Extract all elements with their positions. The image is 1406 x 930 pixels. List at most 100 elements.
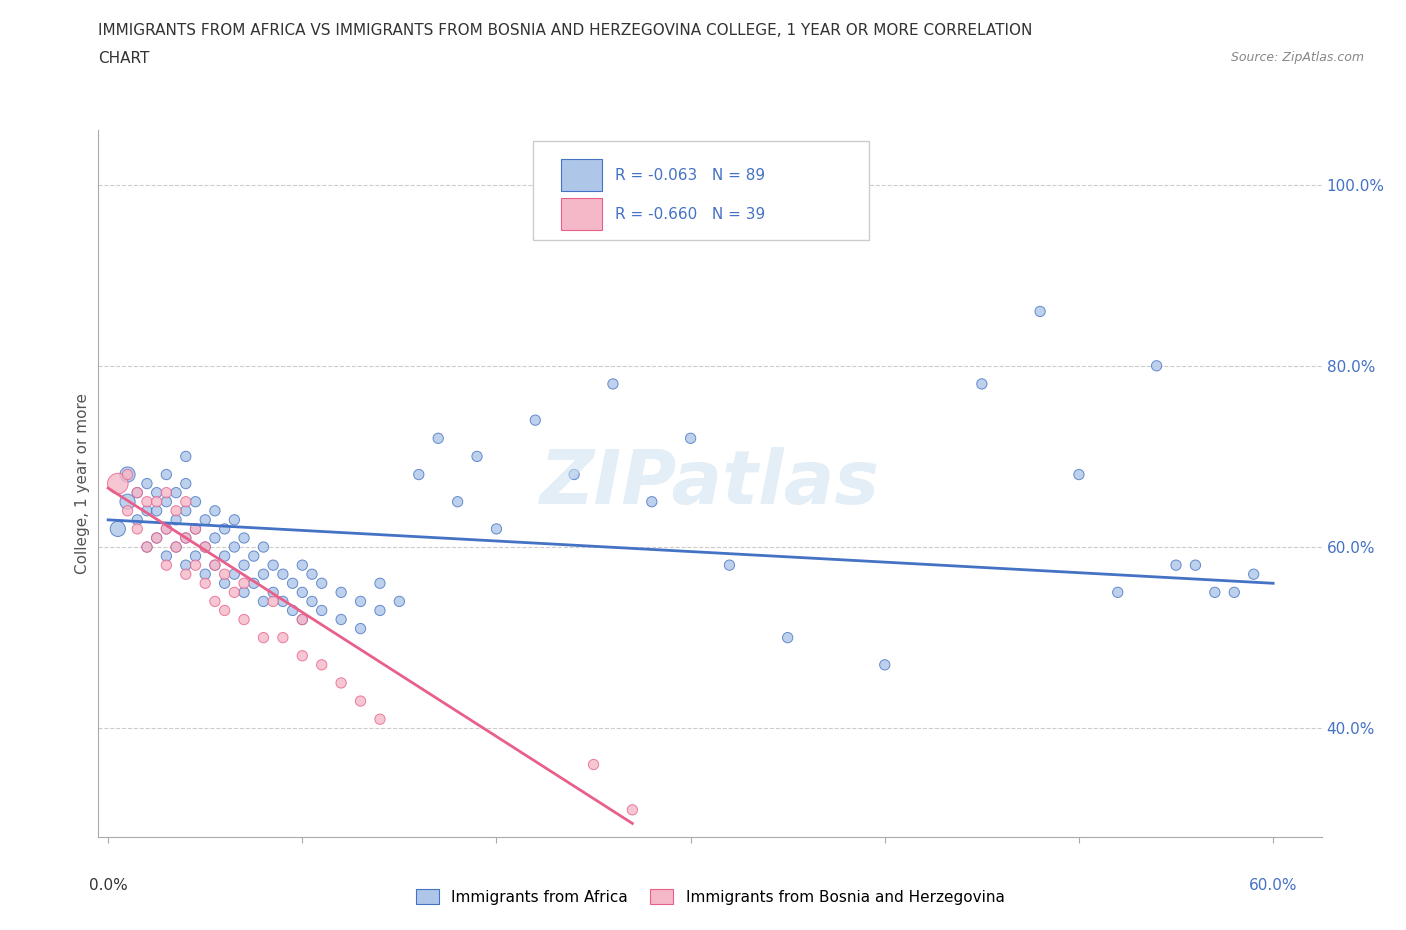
Point: [214, 522, 236, 537]
Point: [204, 558, 226, 573]
Point: [562, 467, 585, 482]
Point: [204, 530, 226, 545]
Point: [311, 603, 333, 618]
Point: [127, 485, 149, 500]
Point: [174, 503, 197, 518]
Text: 0.0%: 0.0%: [89, 878, 128, 893]
Point: [291, 648, 314, 663]
Point: [970, 377, 993, 392]
Point: [155, 522, 177, 537]
Point: [224, 566, 246, 581]
Point: [349, 594, 371, 609]
Point: [145, 530, 167, 545]
Point: [388, 594, 411, 609]
Point: [465, 449, 488, 464]
Point: [165, 539, 187, 554]
Point: [204, 594, 226, 609]
Point: [271, 594, 294, 609]
Point: [242, 549, 264, 564]
FancyBboxPatch shape: [561, 198, 602, 230]
Point: [368, 603, 391, 618]
Point: [233, 530, 256, 545]
FancyBboxPatch shape: [561, 159, 602, 191]
Point: [242, 576, 264, 591]
Point: [155, 558, 177, 573]
Point: [1029, 304, 1052, 319]
Point: [602, 377, 624, 392]
Point: [204, 503, 226, 518]
Point: [136, 476, 159, 491]
Point: [1146, 358, 1168, 373]
Point: [349, 694, 371, 709]
Point: [127, 522, 149, 537]
Point: [1067, 467, 1090, 482]
Text: 60.0%: 60.0%: [1249, 878, 1298, 893]
Point: [155, 494, 177, 509]
Point: [368, 711, 391, 726]
Point: [136, 503, 159, 518]
Point: [301, 594, 323, 609]
Point: [1243, 566, 1265, 581]
Y-axis label: College, 1 year or more: College, 1 year or more: [75, 393, 90, 574]
Point: [184, 522, 207, 537]
Point: [107, 522, 129, 537]
Point: [117, 467, 139, 482]
Text: R = -0.063   N = 89: R = -0.063 N = 89: [614, 167, 765, 182]
Point: [224, 585, 246, 600]
Point: [194, 576, 217, 591]
Point: [873, 658, 896, 672]
Legend: Immigrants from Africa, Immigrants from Bosnia and Herzegovina: Immigrants from Africa, Immigrants from …: [409, 883, 1011, 910]
Point: [427, 431, 450, 445]
Point: [174, 530, 197, 545]
Text: R = -0.660   N = 39: R = -0.660 N = 39: [614, 206, 765, 221]
Text: ZIPatlas: ZIPatlas: [540, 447, 880, 520]
Point: [301, 566, 323, 581]
Point: [145, 494, 167, 509]
Point: [184, 494, 207, 509]
Point: [117, 503, 139, 518]
Point: [155, 522, 177, 537]
Point: [271, 631, 294, 645]
Point: [233, 585, 256, 600]
Point: [204, 558, 226, 573]
Point: [224, 512, 246, 527]
Point: [155, 467, 177, 482]
Point: [408, 467, 430, 482]
Point: [145, 530, 167, 545]
Point: [117, 494, 139, 509]
Point: [174, 494, 197, 509]
Point: [330, 585, 353, 600]
Point: [194, 539, 217, 554]
Point: [165, 512, 187, 527]
Point: [330, 612, 353, 627]
Point: [136, 494, 159, 509]
Text: IMMIGRANTS FROM AFRICA VS IMMIGRANTS FROM BOSNIA AND HERZEGOVINA COLLEGE, 1 YEAR: IMMIGRANTS FROM AFRICA VS IMMIGRANTS FRO…: [98, 23, 1033, 38]
Point: [311, 576, 333, 591]
Point: [776, 631, 799, 645]
Point: [281, 576, 304, 591]
Point: [174, 476, 197, 491]
Point: [145, 503, 167, 518]
Point: [214, 566, 236, 581]
Point: [311, 658, 333, 672]
Point: [214, 576, 236, 591]
Text: Source: ZipAtlas.com: Source: ZipAtlas.com: [1230, 51, 1364, 64]
Point: [252, 539, 274, 554]
Point: [368, 576, 391, 591]
Point: [174, 530, 197, 545]
Point: [291, 612, 314, 627]
Point: [1164, 558, 1187, 573]
Point: [165, 485, 187, 500]
Point: [194, 539, 217, 554]
Point: [165, 539, 187, 554]
Point: [145, 485, 167, 500]
Point: [621, 803, 644, 817]
Point: [252, 566, 274, 581]
Point: [136, 539, 159, 554]
Point: [136, 539, 159, 554]
Point: [194, 512, 217, 527]
Point: [582, 757, 605, 772]
Point: [127, 485, 149, 500]
Point: [262, 594, 284, 609]
Point: [184, 522, 207, 537]
